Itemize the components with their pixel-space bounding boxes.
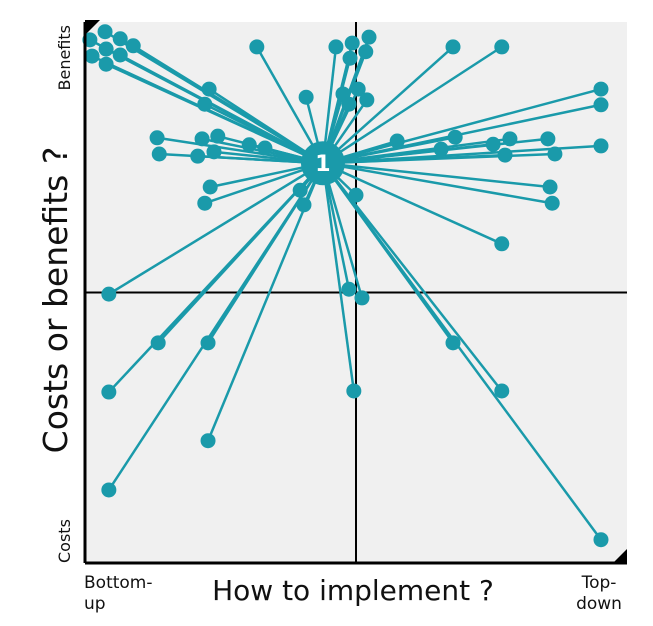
layer: 1 bbox=[82, 22, 627, 563]
point bbox=[98, 41, 114, 57]
point bbox=[101, 482, 117, 498]
point bbox=[210, 128, 226, 144]
x-low-label: up bbox=[84, 594, 106, 614]
spoke bbox=[105, 63, 324, 165]
point bbox=[296, 197, 312, 213]
point bbox=[201, 81, 217, 97]
x-axis-title: How to implement ? bbox=[212, 574, 494, 607]
spoke bbox=[322, 161, 553, 205]
point bbox=[359, 92, 375, 108]
point bbox=[150, 335, 166, 351]
point bbox=[593, 97, 609, 113]
x-high-label: Top- bbox=[581, 573, 617, 593]
point bbox=[544, 195, 560, 211]
spoke bbox=[322, 87, 602, 165]
point bbox=[348, 187, 364, 203]
point bbox=[292, 182, 308, 198]
spoke bbox=[322, 45, 503, 165]
point bbox=[101, 286, 117, 302]
spoke bbox=[322, 45, 454, 165]
point bbox=[98, 56, 114, 72]
y-low-label: Costs bbox=[55, 519, 74, 563]
point bbox=[298, 89, 314, 105]
spoke bbox=[321, 163, 356, 392]
point bbox=[200, 433, 216, 449]
point bbox=[249, 39, 265, 55]
point bbox=[494, 39, 510, 55]
point bbox=[125, 38, 141, 54]
point bbox=[547, 146, 563, 162]
hub bbox=[300, 141, 345, 186]
spoke bbox=[322, 161, 551, 189]
spoke bbox=[108, 162, 324, 296]
spoke bbox=[204, 103, 324, 165]
point bbox=[197, 96, 213, 112]
x-high-label: down bbox=[576, 594, 622, 614]
point bbox=[257, 140, 273, 156]
y-axis-title: Costs or benefits ? bbox=[36, 147, 75, 454]
point bbox=[328, 39, 344, 55]
spoke bbox=[107, 162, 324, 491]
point bbox=[346, 383, 362, 399]
spoke bbox=[321, 162, 602, 541]
y-high-label: Benefits bbox=[55, 25, 74, 91]
spoke bbox=[321, 162, 364, 299]
point bbox=[447, 129, 463, 145]
hub-label: 1 bbox=[315, 152, 330, 177]
point bbox=[593, 532, 609, 548]
point bbox=[350, 81, 366, 97]
point bbox=[354, 290, 370, 306]
point bbox=[358, 44, 374, 60]
point bbox=[494, 236, 510, 252]
point bbox=[112, 31, 128, 47]
spoke bbox=[156, 136, 324, 165]
point bbox=[149, 130, 165, 146]
point bbox=[344, 35, 360, 51]
point bbox=[389, 133, 405, 149]
spoke bbox=[107, 162, 324, 393]
x-low-label: Bottom- bbox=[84, 573, 153, 593]
point bbox=[190, 148, 206, 164]
point bbox=[502, 131, 518, 147]
point bbox=[84, 48, 100, 64]
point bbox=[497, 147, 513, 163]
spoke bbox=[322, 136, 456, 165]
axis-arrow bbox=[612, 549, 627, 564]
point bbox=[433, 141, 449, 157]
axis-arrow bbox=[85, 20, 100, 35]
point bbox=[112, 47, 128, 63]
point bbox=[593, 81, 609, 97]
point bbox=[200, 335, 216, 351]
point bbox=[540, 131, 556, 147]
point bbox=[341, 281, 357, 297]
point bbox=[194, 131, 210, 147]
point bbox=[361, 29, 377, 45]
point bbox=[197, 195, 213, 211]
point bbox=[206, 144, 222, 160]
spoke bbox=[255, 46, 325, 164]
point bbox=[494, 383, 510, 399]
point bbox=[151, 146, 167, 162]
point bbox=[445, 39, 461, 55]
point bbox=[485, 136, 501, 152]
point bbox=[97, 24, 113, 40]
point bbox=[341, 96, 357, 112]
point bbox=[202, 179, 218, 195]
point bbox=[445, 335, 461, 351]
point bbox=[241, 137, 257, 153]
point bbox=[593, 138, 609, 154]
point bbox=[342, 50, 358, 66]
point bbox=[542, 179, 558, 195]
spoke bbox=[208, 88, 324, 165]
point bbox=[101, 384, 117, 400]
spoke bbox=[322, 162, 503, 245]
